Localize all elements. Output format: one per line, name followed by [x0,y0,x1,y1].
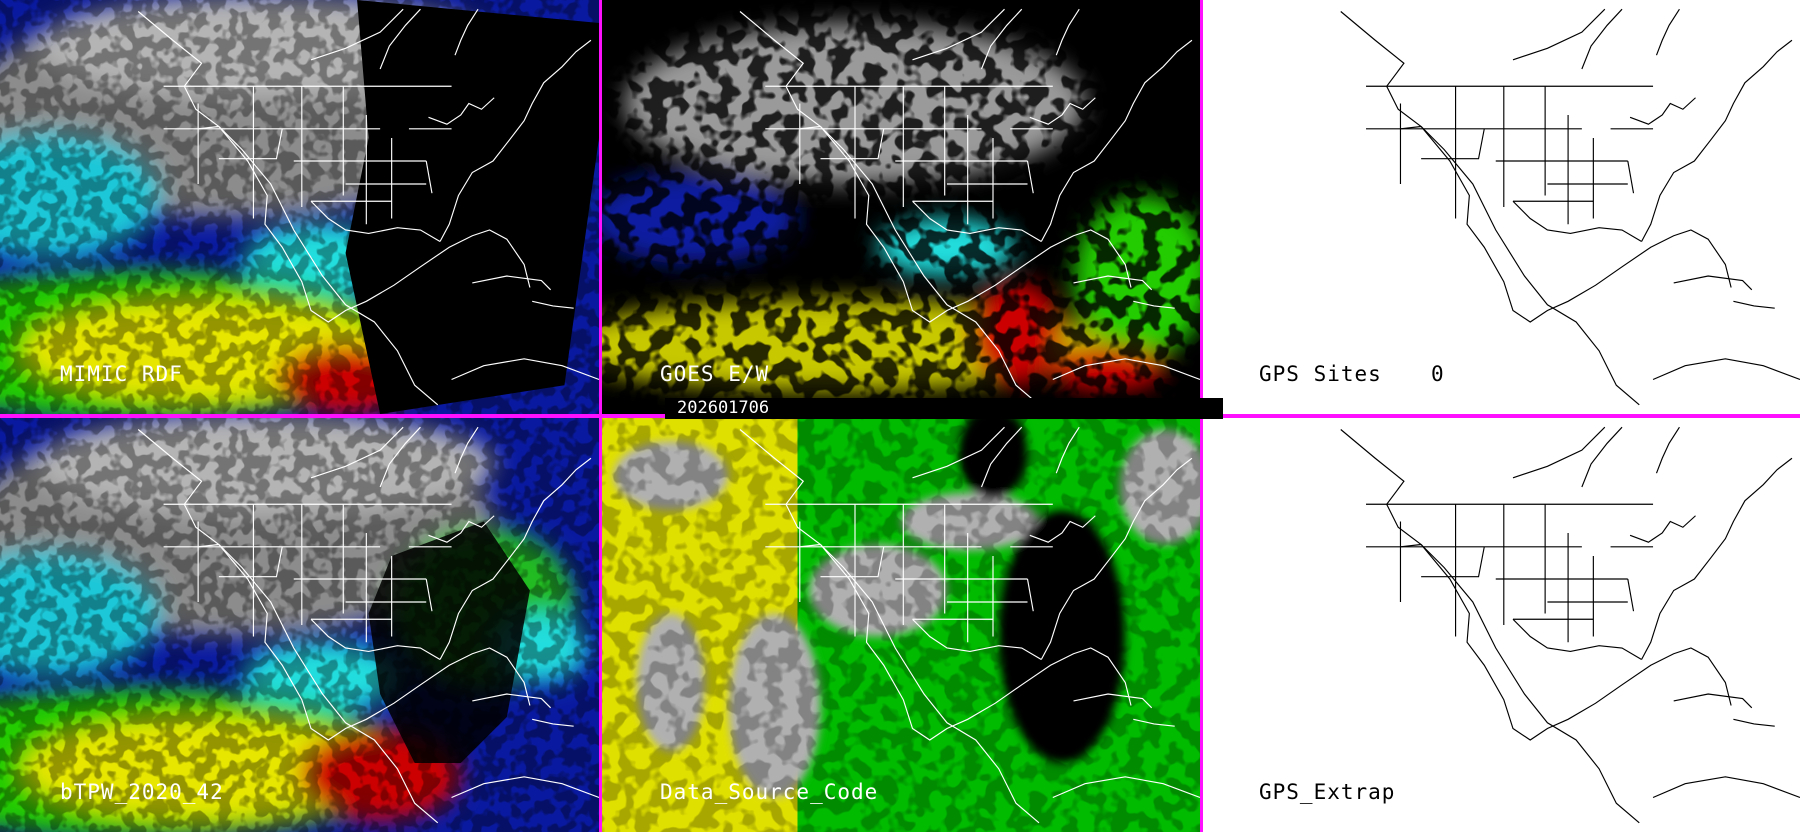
outline-map [1203,418,1800,832]
tpw-imagery-map [0,0,599,414]
panel-gps-extrap[interactable]: GPS_Extrap [1203,418,1800,832]
outline-map [1203,0,1800,414]
panel-label: GPS Sites [1259,362,1382,386]
tpw-imagery-map [0,418,599,832]
timestamp: 202601706 [677,398,770,418]
panel-data-source-code[interactable]: Data_Source_Code [602,418,1200,832]
panel-mimic-rdf[interactable]: MIMIC RDF [0,0,599,414]
panel-label: Data_Source_Code [660,780,879,804]
panel-btpw[interactable]: bTPW_2020_42 [0,418,599,832]
tpw-imagery-map [602,0,1200,414]
gps-site-count: 0 [1431,362,1445,386]
panel-label: GPS_Extrap [1259,780,1396,804]
panel-label: GOES E/W [660,362,770,386]
panel-gps-sites[interactable]: GPS Sites 0 [1203,0,1800,414]
source-code-map [602,418,1200,832]
timestamp-bar: 202601706 [665,398,1223,419]
panel-goes-ew[interactable]: GOES E/W [602,0,1200,414]
panel-label: bTPW_2020_42 [60,780,224,804]
panel-label: MIMIC RDF [60,362,183,386]
